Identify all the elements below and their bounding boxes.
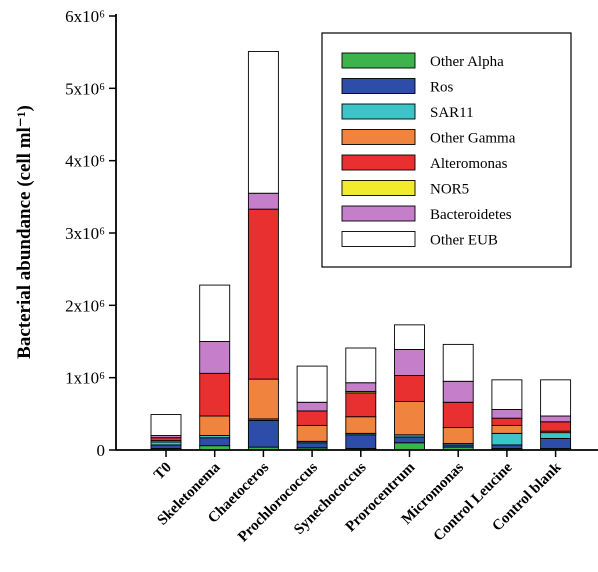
- bar-segment: [199, 341, 231, 374]
- legend-swatch: [341, 154, 416, 171]
- legend-label: Other Gamma: [430, 131, 516, 147]
- bar-segment: [296, 365, 328, 403]
- bar-segment: [150, 444, 182, 450]
- y-tick-label: 4x10⁶: [65, 152, 105, 171]
- bar-segment: [394, 375, 425, 402]
- legend-swatch: [341, 129, 416, 145]
- legend-label: Bacteroidetes: [430, 207, 512, 223]
- legend-swatch: [341, 205, 416, 222]
- legend-label: NOR5: [430, 182, 469, 198]
- bar-segment: [150, 414, 182, 436]
- legend-swatch: [341, 78, 416, 94]
- bar-segment: [491, 432, 523, 446]
- bar-segment: [442, 401, 474, 429]
- legend-label: Alteromonas: [430, 156, 508, 172]
- legend-box: [321, 32, 572, 268]
- bar-segment: [199, 415, 231, 436]
- legend: Other Alpha Ros SAR11 Other Gamma Alteromona…: [321, 32, 572, 268]
- x-tick-label: T0: [151, 460, 175, 484]
- y-tick-label: 0: [97, 441, 106, 460]
- legend-swatch: [341, 103, 416, 120]
- bar-segment: [296, 442, 328, 449]
- bar-segment: [199, 372, 231, 417]
- bar-segment: [199, 437, 231, 447]
- y-tick-label: 6x10⁶: [65, 7, 105, 26]
- legend-label: SAR11: [430, 105, 474, 121]
- bar-segment: [491, 444, 523, 450]
- bar-segment: [394, 401, 425, 436]
- y-axis: 0 1x10⁶ 2x10⁶ 3x10⁶ 4x10⁶ 5x10⁶ 6x10⁶: [65, 7, 116, 460]
- bar-segment: [540, 421, 572, 432]
- bar-segment: [247, 192, 279, 210]
- bar-segment: [247, 50, 279, 194]
- bar-segment: [296, 424, 328, 442]
- bar-segment: [394, 349, 425, 376]
- bar-segment: [296, 410, 328, 426]
- y-tick-label: 3x10⁶: [65, 224, 105, 243]
- bar-segment: [442, 343, 474, 382]
- bar-segment: [345, 434, 377, 450]
- bar-segment: [442, 427, 474, 444]
- bar-segment: [345, 382, 377, 392]
- bar-segment: [442, 380, 474, 403]
- bar-segment: [540, 379, 572, 417]
- bar-segment: [199, 284, 231, 342]
- legend-label: Other EUB: [430, 233, 498, 249]
- legend-swatch: [341, 52, 416, 69]
- bar-segment: [491, 417, 523, 426]
- legend-label: Ros: [430, 80, 454, 96]
- bar-segment: [345, 392, 377, 418]
- bar-segment: [491, 424, 523, 434]
- bar-segment: [540, 432, 572, 439]
- bar-segment: [394, 442, 425, 451]
- y-tick-label: 1x10⁶: [65, 369, 105, 388]
- bar-segment: [540, 415, 572, 423]
- bar-segment: [491, 379, 523, 410]
- bar-segment: [296, 401, 328, 412]
- bar-segment: [247, 378, 279, 420]
- legend-swatch: [341, 231, 416, 247]
- legend-label: Other Alpha: [430, 54, 504, 70]
- bar-segment: [394, 324, 425, 350]
- y-tick-label: 5x10⁶: [65, 79, 105, 98]
- bar-segment: [345, 416, 377, 434]
- bar-segment: [540, 437, 572, 450]
- bar-segment: [345, 347, 377, 384]
- bar-segment: [247, 208, 279, 380]
- bar-segment: [247, 419, 279, 448]
- bars: [150, 50, 572, 451]
- legend-swatch: [341, 180, 416, 196]
- bar-segment: [491, 409, 523, 419]
- y-tick-label: 2x10⁶: [65, 296, 105, 315]
- bar-segment: [394, 436, 425, 444]
- y-axis-label: Bacterial abundance (cell ml⁻¹): [14, 105, 35, 359]
